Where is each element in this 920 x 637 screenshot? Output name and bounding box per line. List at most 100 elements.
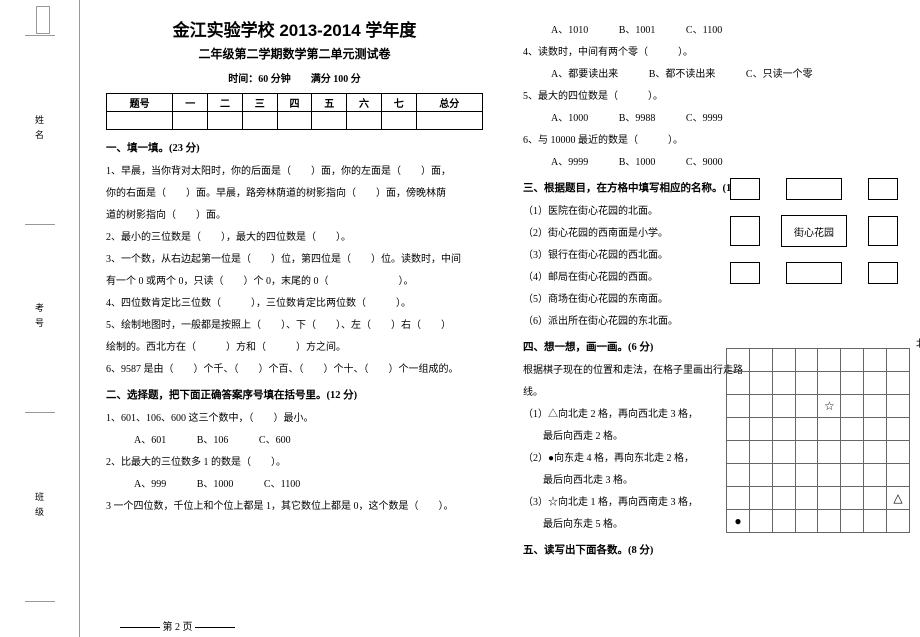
grid-cell (887, 441, 910, 464)
opt-c: C、600 (259, 435, 291, 446)
map-se (868, 262, 898, 284)
q4-3a: （3）☆向北走 1 格，再向西南走 3 格， (523, 492, 753, 514)
grid-cell (887, 418, 910, 441)
page-number: 第 2 页 (163, 622, 193, 633)
grid-cell (727, 395, 750, 418)
direction-map: 街心花园 (730, 178, 898, 284)
section-1-title: 一、填一填。(23 分) (106, 140, 483, 155)
score-header-cell: 一 (173, 94, 208, 112)
opt-b: B、1000 (197, 479, 234, 490)
chess-grid: ☆△● (726, 348, 910, 533)
q4-1b: 最后向西走 2 格。 (523, 426, 753, 448)
grid-cell (795, 464, 818, 487)
grid-cell (795, 395, 818, 418)
grid-cell (749, 441, 772, 464)
q2-2-opts: A、999 B、1000 C、1100 (106, 474, 483, 496)
score-header-cell: 三 (242, 94, 277, 112)
grid-cell (841, 395, 864, 418)
grid-cell (727, 372, 750, 395)
grid-cell (887, 372, 910, 395)
grid-cell (772, 510, 795, 533)
map-ne (868, 178, 898, 200)
grid-cell (727, 487, 750, 510)
q1-6: 6、9587 是由（ ）个千、（ ）个百、（ ）个十、（ ）个一组成的。 (106, 359, 483, 381)
exam-title: 金江实验学校 2013-2014 学年度 (106, 16, 483, 41)
score-value-cell (381, 112, 416, 130)
north-arrow-icon: ↑ 北 (916, 330, 920, 350)
grid-cell (887, 395, 910, 418)
q1-1a: 1、早晨，当你背对太阳时，你的后面是（ ）面，你的左面是（ ）面， (106, 161, 483, 183)
divider (25, 35, 55, 36)
q4-2b: 最后向西北走 3 格。 (523, 470, 753, 492)
q2-6: 6、与 10000 最近的数是（ ）。 (523, 130, 900, 152)
score-value-cell (208, 112, 243, 130)
grid-cell (818, 349, 841, 372)
opt-c: C、1100 (686, 25, 722, 36)
map-w (730, 216, 760, 246)
grid-cell (818, 372, 841, 395)
score-header-cell: 四 (277, 94, 312, 112)
q2-6-opts: A、9999 B、1000 C、9000 (523, 152, 900, 174)
exam-number-label: 考号 (33, 303, 46, 333)
class-label: 班级 (33, 492, 46, 522)
score-header-cell: 二 (208, 94, 243, 112)
score-header-cell: 五 (312, 94, 347, 112)
grid-cell (795, 418, 818, 441)
score-value-cell (347, 112, 382, 130)
score-value-cell (242, 112, 277, 130)
opt-a: A、999 (134, 479, 166, 490)
grid-cell (864, 395, 887, 418)
opt-c: C、9999 (686, 113, 723, 124)
divider (25, 412, 55, 413)
grid-cell (818, 510, 841, 533)
opt-c: C、只读一个零 (746, 69, 813, 80)
q1-2: 2、最小的三位数是（ ），最大的四位数是（ ）。 (106, 227, 483, 249)
q3-4: （4）邮局在街心花园的西面。 (523, 267, 743, 289)
q3-3: （3）银行在街心花园的西北面。 (523, 245, 743, 267)
grid-cell (749, 464, 772, 487)
score-header-cell: 六 (347, 94, 382, 112)
grid-cell (772, 418, 795, 441)
q2-1-opts: A、601 B、106 C、600 (106, 430, 483, 452)
opt-c: C、1100 (264, 479, 300, 490)
grid-cell (864, 510, 887, 533)
opt-a: A、1010 (551, 25, 588, 36)
corner-box (36, 6, 50, 34)
grid-cell (841, 441, 864, 464)
grid-cell (749, 418, 772, 441)
grid-cell (749, 395, 772, 418)
score-header-cell: 题号 (107, 94, 173, 112)
opt-c: C、9000 (686, 157, 723, 168)
grid-cell (795, 441, 818, 464)
grid-cell (841, 372, 864, 395)
grid-cell (727, 418, 750, 441)
opt-a: A、601 (134, 435, 166, 446)
section-2-title: 二、选择题，把下面正确答案序号填在括号里。(12 分) (106, 387, 483, 402)
grid-cell (795, 349, 818, 372)
grid-cell (841, 418, 864, 441)
grid-cell (818, 418, 841, 441)
grid-cell (772, 349, 795, 372)
grid-cell (749, 372, 772, 395)
grid-cell (864, 487, 887, 510)
grid-cell (772, 372, 795, 395)
grid-cell (727, 441, 750, 464)
opt-a: A、都要读出来 (551, 69, 618, 80)
q3-1: （1）医院在街心花园的北面。 (523, 201, 743, 223)
grid-cell (841, 487, 864, 510)
q4-intro: 根据棋子现在的位置和走法，在格子里画出行走路线。 (523, 360, 753, 404)
score-value-cell (312, 112, 347, 130)
grid-cell (818, 441, 841, 464)
q1-5a: 5、绘制地图时，一般都是按照上（ ）、下（ ）、左（ ）右（ ） (106, 315, 483, 337)
grid-cell (772, 487, 795, 510)
q1-1c: 道的树影指向（ ）面。 (106, 205, 483, 227)
opt-b: B、9988 (619, 113, 656, 124)
score-header-cell: 七 (381, 94, 416, 112)
grid-cell (795, 510, 818, 533)
grid-cell (841, 464, 864, 487)
q4-1a: （1）△向北走 2 格，再向西北走 3 格， (523, 404, 753, 426)
opt-a: A、9999 (551, 157, 588, 168)
grid-cell (864, 464, 887, 487)
opt-b: B、106 (197, 435, 229, 446)
binding-margin: 姓名 考号 班级 (0, 0, 80, 637)
